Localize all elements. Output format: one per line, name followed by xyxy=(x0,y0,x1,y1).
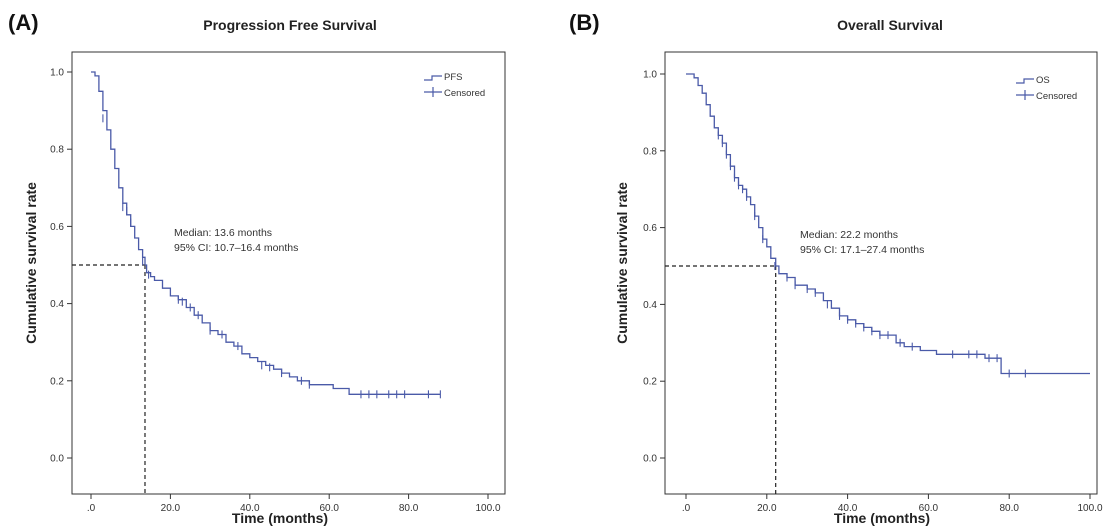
y-tick-label: 1.0 xyxy=(643,70,657,81)
panel-a: (A) Progression Free Survival Cumulative… xyxy=(8,10,506,526)
x-tick-label: 60.0 xyxy=(319,503,339,514)
x-ticks: .0 20.0 40.0 60.0 80.0 100.0 xyxy=(87,494,501,514)
y-axis-label: Cumulative survival rate xyxy=(614,182,630,344)
plot-area: 0.0 0.2 0.4 0.6 0.8 1.0 .0 20.0 40.0 60.0 80.0 100… xyxy=(50,51,506,514)
y-tick-label: 0.0 xyxy=(50,454,64,465)
median-reference-lines xyxy=(665,265,777,494)
median-annotation: Median: 13.6 months xyxy=(174,227,272,239)
x-tick-label: 20.0 xyxy=(757,503,777,514)
x-axis-label: Time (months) xyxy=(834,510,930,526)
y-tick-label: 0.4 xyxy=(50,299,64,310)
legend-line-swatch xyxy=(1016,78,1034,84)
median-reference-lines xyxy=(72,264,146,494)
x-tick-label: 40.0 xyxy=(838,503,858,514)
y-tick-label: 0.6 xyxy=(50,222,64,233)
legend-label-curve: PFS xyxy=(444,72,462,83)
y-tick-label: 0.2 xyxy=(50,376,64,387)
ci-annotation: 95% CI: 17.1–27.4 months xyxy=(800,244,924,256)
x-ticks: .0 20.0 40.0 60.0 80.0 100.0 xyxy=(682,494,1103,514)
x-tick-label: 20.0 xyxy=(161,503,181,514)
panel-label: (B) xyxy=(569,10,600,35)
legend-censor-swatch xyxy=(1016,90,1034,100)
x-tick-label: 60.0 xyxy=(919,503,939,514)
panel-b: (B) Overall Survival Cumulative survival… xyxy=(569,10,1103,526)
chart-title: Progression Free Survival xyxy=(203,17,377,33)
legend-line-swatch xyxy=(424,75,442,81)
legend: PFS Censored xyxy=(424,72,485,99)
legend-label-censored: Censored xyxy=(444,88,485,99)
y-tick-label: 0.2 xyxy=(643,377,657,388)
y-ticks: 0.0 0.2 0.4 0.6 0.8 1.0 xyxy=(50,68,72,465)
survival-curves xyxy=(686,73,1090,375)
x-tick-label: 80.0 xyxy=(999,503,1019,514)
survival-curve xyxy=(91,71,441,395)
y-ticks: 0.0 0.2 0.4 0.6 0.8 1.0 xyxy=(643,70,665,465)
y-tick-label: 0.8 xyxy=(643,146,657,157)
median-annotation: Median: 22.2 months xyxy=(800,229,898,241)
y-tick-label: 1.0 xyxy=(50,68,64,79)
x-tick-label: 100.0 xyxy=(1077,503,1102,514)
censor-marks xyxy=(717,131,1026,378)
panel-label: (A) xyxy=(8,10,39,35)
x-axis-label: Time (months) xyxy=(232,510,328,526)
survival-curves xyxy=(91,71,441,395)
x-tick-label: 40.0 xyxy=(240,503,260,514)
x-tick-label: 100.0 xyxy=(475,503,500,514)
legend-label-curve: OS xyxy=(1036,75,1050,86)
plot-area: 0.0 0.2 0.4 0.6 0.8 1.0 .0 20.0 40.0 60.0 80.0 100… xyxy=(643,51,1103,514)
y-tick-label: 0.6 xyxy=(643,223,657,234)
y-tick-label: 0.8 xyxy=(50,145,64,156)
legend: OS Censored xyxy=(1016,75,1077,102)
ci-annotation: 95% CI: 10.7–16.4 months xyxy=(174,242,298,254)
x-tick-label: .0 xyxy=(87,503,96,514)
legend-censor-swatch xyxy=(424,87,442,97)
plot-frame xyxy=(664,51,1098,495)
y-tick-label: 0.0 xyxy=(643,454,657,465)
y-axis-label: Cumulative survival rate xyxy=(23,182,39,344)
censor-marks xyxy=(102,114,441,399)
legend-label-censored: Censored xyxy=(1036,91,1077,102)
x-tick-label: .0 xyxy=(682,503,691,514)
x-tick-label: 80.0 xyxy=(399,503,419,514)
survival-curve xyxy=(686,73,1090,375)
plot-frame xyxy=(71,51,506,495)
chart-title: Overall Survival xyxy=(837,17,943,33)
y-tick-label: 0.4 xyxy=(643,300,657,311)
